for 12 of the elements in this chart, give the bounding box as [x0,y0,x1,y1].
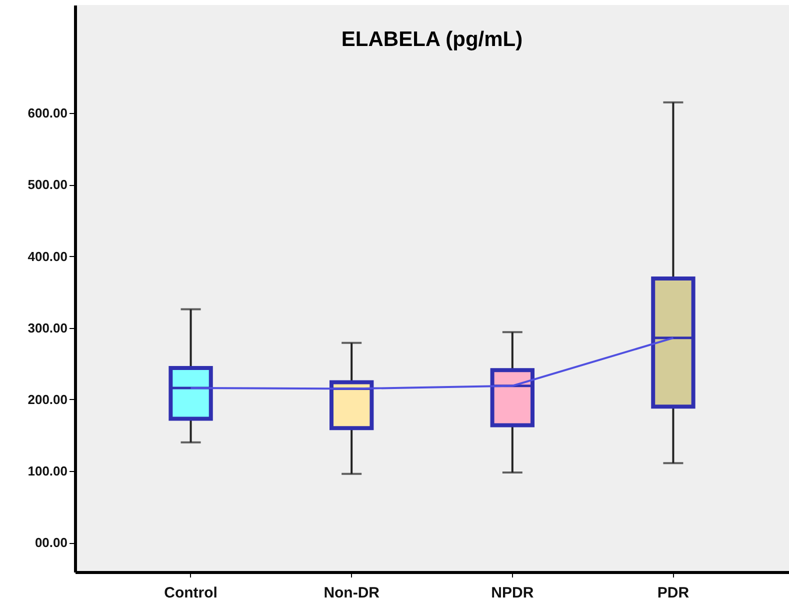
y-tick-label: 200.00 [28,392,68,407]
x-tick-label: Non-DR [324,584,380,602]
y-tick-label: 00.00 [34,535,68,550]
y-tick-label: 300.00 [28,320,68,336]
text: ELABELA (pg/mL) [341,28,523,51]
y-tick-label: 600.00 [28,106,68,121]
y-tick-label: 500.00 [28,177,68,192]
x-tick-label: NPDR [491,584,534,602]
y-tick-label: 100.00 [28,464,68,479]
x-tick-label: Control [164,584,218,602]
y-tick-label: 400.00 [28,248,68,264]
x-tick-label: PDR [657,584,690,602]
